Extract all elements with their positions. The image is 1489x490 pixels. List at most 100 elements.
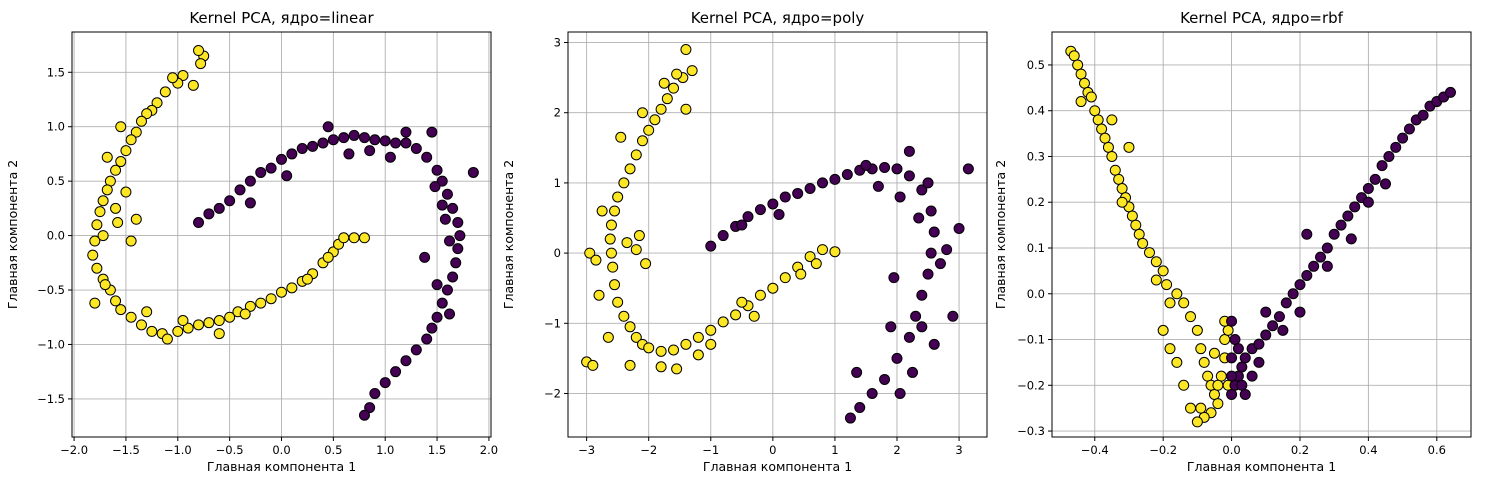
data-point <box>1143 247 1155 259</box>
data-point <box>879 373 891 385</box>
x-tick-label: −3 <box>578 443 595 457</box>
y-tick-label: −2 <box>544 386 561 400</box>
data-point <box>1089 105 1101 117</box>
data-point <box>1099 132 1111 144</box>
data-point <box>91 262 103 274</box>
data-point <box>436 175 448 187</box>
data-point <box>593 289 605 301</box>
y-axis-label: Главная компонента 2 <box>993 160 1008 309</box>
subplot-linear: −2.0 −1.5 −1.0 −0.5 0.0 0.5 1.0 1.5 2.0 −1.5 −1.0 −… <box>5 9 498 474</box>
data-point <box>903 145 915 157</box>
data-point <box>1294 279 1306 291</box>
data-point <box>1178 297 1190 309</box>
data-point <box>286 148 298 160</box>
y-tick-label: 1.5 <box>47 65 65 79</box>
data-point <box>255 166 267 178</box>
data-point <box>705 324 717 336</box>
data-point <box>1068 50 1080 62</box>
data-point <box>894 191 906 203</box>
data-point <box>953 223 965 235</box>
data-point <box>1215 370 1227 382</box>
data-point <box>99 279 111 291</box>
data-point <box>587 359 599 371</box>
data-point <box>348 232 360 244</box>
data-point <box>767 282 779 294</box>
data-point <box>436 199 448 211</box>
data-point <box>255 297 267 309</box>
data-point <box>1321 242 1333 254</box>
series-1 <box>1226 86 1456 400</box>
y-tick-label: −0.5 <box>37 283 65 297</box>
data-point <box>112 217 124 229</box>
data-point <box>885 321 897 333</box>
data-point <box>1390 141 1402 153</box>
data-point <box>431 164 443 176</box>
y-tick-label: 3 <box>554 36 561 50</box>
data-point <box>110 202 122 214</box>
chart-title: Kernel PCA, ядро=rbf <box>1180 9 1344 27</box>
x-tick-label: 2 <box>893 443 900 457</box>
data-point <box>358 232 370 244</box>
y-tick-label: 0.5 <box>47 174 65 188</box>
data-point <box>894 387 906 399</box>
data-point <box>439 213 451 225</box>
data-point <box>779 191 791 203</box>
data-point <box>590 254 602 266</box>
data-point <box>910 310 922 322</box>
data-point <box>172 325 184 337</box>
data-point <box>431 279 443 291</box>
x-tick-label: 1 <box>831 443 838 457</box>
x-tick-label: 2.0 <box>480 443 498 457</box>
data-point <box>609 279 621 291</box>
x-tick-label: −0.2 <box>1149 443 1177 457</box>
x-tick-label: 0.0 <box>272 443 290 457</box>
data-point <box>135 319 147 331</box>
y-tick-label: 0.1 <box>1027 241 1045 255</box>
x-tick-label: 1.0 <box>376 443 394 457</box>
data-point <box>1376 160 1388 172</box>
data-point <box>1239 352 1251 364</box>
data-point <box>754 204 766 216</box>
plot-area <box>1052 32 1471 437</box>
data-point <box>655 361 667 373</box>
data-point <box>705 338 717 350</box>
data-point <box>358 409 370 421</box>
data-point <box>1229 334 1241 346</box>
data-point <box>296 142 308 154</box>
data-point <box>369 134 381 146</box>
data-point <box>624 321 636 333</box>
x-tick-label: 3 <box>955 443 962 457</box>
series-1 <box>705 145 974 424</box>
data-point <box>1417 109 1429 121</box>
data-point <box>658 77 670 89</box>
y-tick-label: −1.5 <box>37 392 65 406</box>
data-point <box>141 108 153 120</box>
data-point <box>736 219 748 231</box>
data-point <box>612 191 624 203</box>
data-point <box>1191 324 1203 336</box>
data-point <box>421 333 433 345</box>
data-point <box>1157 265 1169 277</box>
data-point <box>213 328 225 340</box>
data-point <box>369 387 381 399</box>
data-point <box>1369 173 1381 185</box>
x-tick-label: 0.5 <box>324 443 342 457</box>
data-point <box>390 366 402 378</box>
data-point <box>607 261 619 273</box>
data-point <box>618 310 630 322</box>
data-point <box>447 271 459 283</box>
data-point <box>177 315 189 327</box>
data-point <box>364 145 376 157</box>
data-point <box>928 226 940 238</box>
subplot-poly: −3 −2 −1 0 1 2 3 −2 −1 0 1 2 3 Kernel PCA, ядро=poly Г… <box>501 9 988 474</box>
data-point <box>146 325 158 337</box>
data-point <box>410 344 422 356</box>
data-point <box>379 377 391 389</box>
data-point <box>187 79 199 91</box>
data-point <box>1164 297 1176 309</box>
data-point <box>161 333 173 345</box>
data-point <box>680 44 692 56</box>
data-point <box>115 121 127 133</box>
subplot-rbf: −0.4 −0.2 0.0 0.2 0.4 0.6 −0.3 −0.2 −0.1 0.0 0.1 0.… <box>993 9 1472 474</box>
